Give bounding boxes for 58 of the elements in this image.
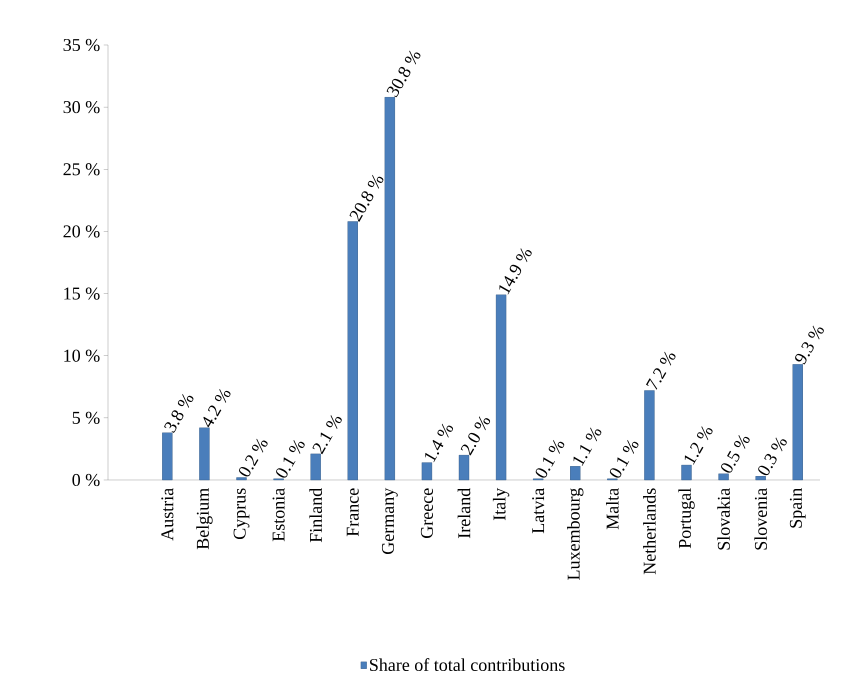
bar <box>384 96 396 480</box>
x-tick-label: Estonia <box>272 488 285 542</box>
bar <box>792 364 803 480</box>
x-tick-label: Slovakia <box>717 488 730 550</box>
x-tick-label: Cyprus <box>234 488 250 540</box>
bar <box>199 428 210 480</box>
data-label: 4.2 % <box>203 388 231 428</box>
x-tick-label: Belgium <box>196 488 213 550</box>
x-tick-label: Spain <box>790 488 806 528</box>
y-tick-label: 30 % <box>64 101 100 114</box>
data-label: 1.4 % <box>425 424 454 462</box>
data-label: 9.3 % <box>795 325 824 364</box>
bar <box>310 454 321 480</box>
data-label: 1.1 % <box>574 427 602 466</box>
y-tick-label: 10 % <box>64 350 100 362</box>
data-label: 0.5 % <box>721 434 750 473</box>
data-label: 0.2 % <box>239 438 268 476</box>
x-tick-label: Portugal <box>678 488 695 548</box>
y-tick-label: 25 % <box>63 163 100 176</box>
x-tick-label: Italy <box>492 488 510 520</box>
x-tick-label: Germany <box>382 488 398 554</box>
x-tick-label: Netherlands <box>643 488 656 574</box>
y-tick-label: 5 % <box>72 412 100 424</box>
bar <box>422 462 432 480</box>
x-tick-label: Austria <box>161 488 174 541</box>
data-label: 0.1 % <box>276 440 305 478</box>
data-label: 2.0 % <box>460 416 490 456</box>
x-tick-label: France <box>346 488 359 536</box>
legend-label: Share of total contributions <box>370 658 565 672</box>
x-tick-label: Ireland <box>458 488 470 538</box>
bar <box>162 432 173 480</box>
bar <box>570 466 580 480</box>
x-tick-label: Latvia <box>532 488 544 534</box>
data-label: 14.9 % <box>499 248 532 294</box>
x-tick-label: Slovenia <box>754 488 767 550</box>
x-tick-label: Finland <box>309 488 322 542</box>
y-tick-label: 0 % <box>72 474 100 486</box>
x-tick-label: Greece <box>420 488 433 538</box>
bar <box>718 474 729 480</box>
data-label: 0.1 % <box>536 440 564 478</box>
bar <box>681 464 692 480</box>
data-label: 0.1 % <box>610 440 638 478</box>
data-label: 2.1 % <box>312 414 342 454</box>
bar <box>458 454 470 480</box>
x-tick-label: Luxembourg <box>567 488 584 580</box>
data-label: 0.3 % <box>758 437 787 476</box>
y-tick-label: 35 % <box>64 38 100 52</box>
bar <box>236 477 247 480</box>
x-tick-label: Malta <box>606 488 619 530</box>
data-label: 1.2 % <box>684 426 713 465</box>
data-label: 3.8 % <box>164 394 194 433</box>
bar <box>348 221 358 480</box>
bar <box>496 294 506 480</box>
bar <box>644 390 655 480</box>
y-tick-label: 20 % <box>63 225 100 238</box>
bar <box>755 476 766 480</box>
y-tick-label: 15 % <box>64 287 100 300</box>
data-label: 7.2 % <box>646 352 676 390</box>
